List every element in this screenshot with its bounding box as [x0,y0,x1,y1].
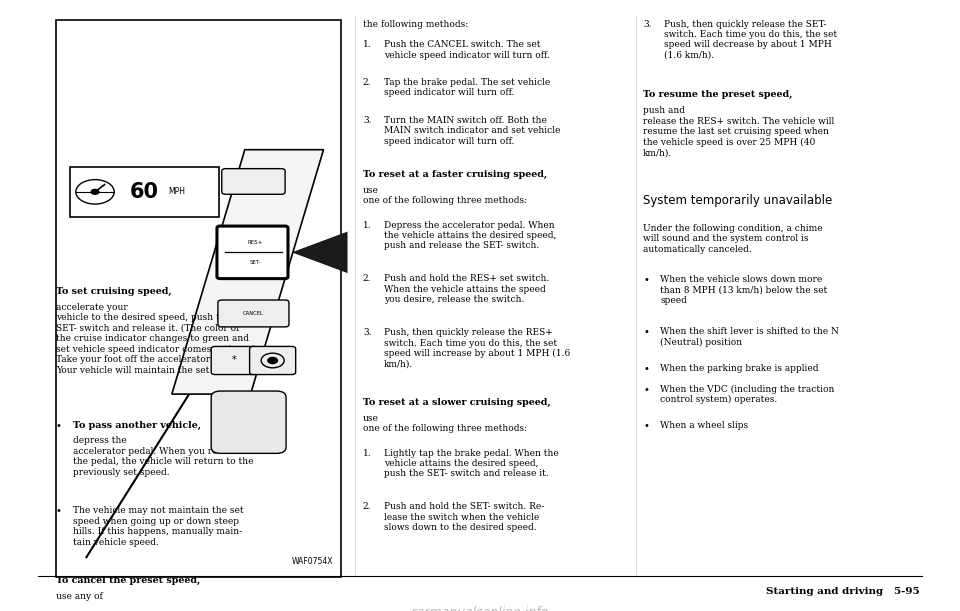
Text: 2.: 2. [363,78,372,87]
Text: WAF0754X: WAF0754X [292,557,333,566]
Text: RES+: RES+ [248,240,263,245]
Text: 1.: 1. [363,448,372,458]
Text: SET-: SET- [250,260,261,265]
Text: When a wheel slips: When a wheel slips [660,422,749,431]
Text: •: • [56,420,61,431]
Text: •: • [56,507,61,516]
FancyBboxPatch shape [217,226,288,279]
Text: use any of: use any of [56,592,103,601]
Text: Tap the brake pedal. The set vehicle
speed indicator will turn off.: Tap the brake pedal. The set vehicle spe… [384,78,550,98]
Text: CANCEL: CANCEL [243,311,264,316]
Text: Turn the MAIN switch off. Both the
MAIN switch indicator and set vehicle
speed i: Turn the MAIN switch off. Both the MAIN … [384,116,561,146]
Text: To cancel the preset speed,: To cancel the preset speed, [56,576,200,585]
FancyBboxPatch shape [56,20,341,577]
Text: 3.: 3. [363,328,372,337]
Text: depress the
accelerator pedal. When you release
the pedal, the vehicle will retu: depress the accelerator pedal. When you … [73,436,253,477]
Text: When the shift lever is shifted to the N
(Neutral) position: When the shift lever is shifted to the N… [660,327,839,347]
Text: Starting and driving   5-95: Starting and driving 5-95 [766,587,920,596]
Text: •: • [643,327,649,337]
Text: 2.: 2. [363,502,372,511]
Circle shape [268,357,277,364]
Text: Under the following condition, a chime
will sound and the system control is
auto: Under the following condition, a chime w… [643,224,823,254]
Text: Push, then quickly release the RES+
switch. Each time you do this, the set
speed: Push, then quickly release the RES+ swit… [384,328,570,368]
Text: 2.: 2. [363,274,372,284]
Text: Push, then quickly release the SET-
switch. Each time you do this, the set
speed: Push, then quickly release the SET- swit… [664,20,837,60]
Text: accelerate your
vehicle to the desired speed, push the
SET- switch and release i: accelerate your vehicle to the desired s… [56,303,249,375]
Text: Push the CANCEL switch. The set
vehicle speed indicator will turn off.: Push the CANCEL switch. The set vehicle … [384,40,550,60]
Text: 1.: 1. [363,40,372,49]
Text: •: • [643,364,649,374]
Text: System temporarily unavailable: System temporarily unavailable [643,194,832,207]
Text: •: • [643,275,649,285]
Text: carmanualsonline.info: carmanualsonline.info [411,606,549,611]
Text: 60: 60 [130,182,158,202]
Polygon shape [292,232,348,273]
Text: When the parking brake is applied: When the parking brake is applied [660,364,819,373]
Text: use
one of the following three methods:: use one of the following three methods: [363,186,527,205]
Text: Lightly tap the brake pedal. When the
vehicle attains the desired speed,
push th: Lightly tap the brake pedal. When the ve… [384,448,559,478]
Text: To reset at a slower cruising speed,: To reset at a slower cruising speed, [363,398,550,407]
Text: To reset at a faster cruising speed,: To reset at a faster cruising speed, [363,170,547,179]
FancyBboxPatch shape [218,300,289,327]
Text: To set cruising speed,: To set cruising speed, [56,287,171,296]
Text: the following methods:: the following methods: [363,20,468,29]
FancyBboxPatch shape [211,391,286,453]
Text: When the vehicle slows down more
than 8 MPH (13 km/h) below the set
speed: When the vehicle slows down more than 8 … [660,275,828,305]
FancyBboxPatch shape [211,346,257,375]
Text: Push and hold the SET- switch. Re-
lease the switch when the vehicle
slows down : Push and hold the SET- switch. Re- lease… [384,502,544,532]
Text: To pass another vehicle,: To pass another vehicle, [73,420,201,430]
Text: To resume the preset speed,: To resume the preset speed, [643,90,793,100]
Text: 1.: 1. [363,221,372,230]
Text: *: * [232,356,236,365]
Text: •: • [643,385,649,395]
FancyBboxPatch shape [250,346,296,375]
Text: 3.: 3. [363,116,372,125]
Text: When the VDC (including the traction
control system) operates.: When the VDC (including the traction con… [660,385,835,404]
FancyBboxPatch shape [70,167,219,217]
Text: The vehicle may not maintain the set
speed when going up or down steep
hills. If: The vehicle may not maintain the set spe… [73,507,244,547]
Text: Depress the accelerator pedal. When
the vehicle attains the desired speed,
push : Depress the accelerator pedal. When the … [384,221,557,251]
Polygon shape [172,150,324,394]
Text: push and
release the RES+ switch. The vehicle will
resume the last set cruising : push and release the RES+ switch. The ve… [643,106,834,157]
Text: MPH: MPH [168,188,185,196]
Text: •: • [643,422,649,431]
Text: use
one of the following three methods:: use one of the following three methods: [363,414,527,433]
Text: Push and hold the RES+ set switch.
When the vehicle attains the speed
you desire: Push and hold the RES+ set switch. When … [384,274,549,304]
Text: 3.: 3. [643,20,652,29]
Circle shape [91,189,99,194]
FancyBboxPatch shape [222,169,285,194]
